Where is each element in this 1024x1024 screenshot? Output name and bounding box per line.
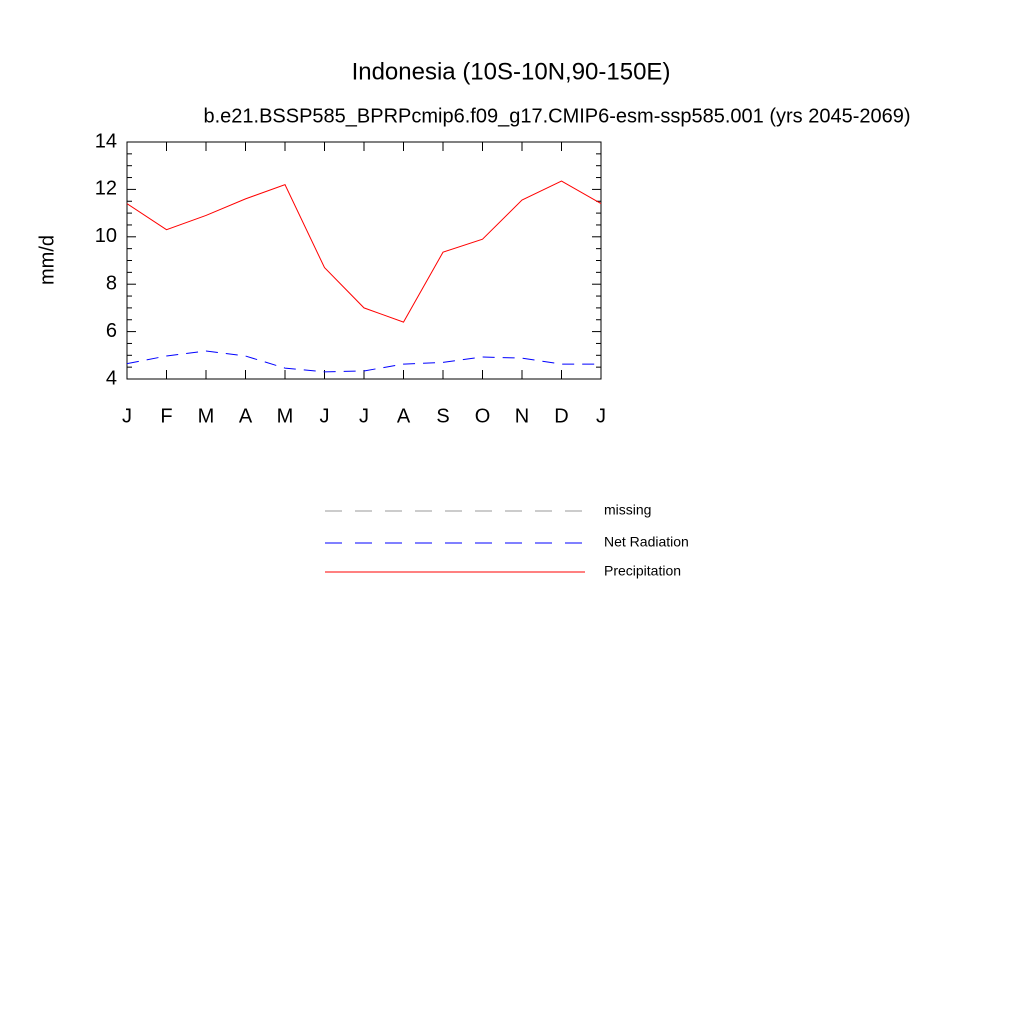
data-line	[126, 350, 601, 373]
y-axis-label: mm/d	[36, 235, 58, 285]
x-tick-label: M	[198, 405, 215, 427]
chart-subtitle: b.e21.BSSP585_BPRPcmip6.f09_g17.CMIP6-es…	[203, 105, 910, 127]
x-tick-label: M	[277, 405, 294, 427]
data-line	[126, 180, 602, 323]
y-tick-label: 8	[106, 272, 117, 294]
x-tick-label: J	[122, 405, 132, 427]
x-tick-label: F	[160, 405, 172, 427]
x-tick-label: D	[554, 405, 568, 427]
plot-frame	[126, 141, 602, 380]
legend-label: Precipitation	[604, 563, 681, 579]
y-tick-label: 6	[106, 320, 117, 342]
x-tick-label: S	[436, 405, 449, 427]
y-tick-label: 4	[106, 367, 117, 389]
y-tick-label: 14	[95, 130, 117, 152]
legend-label: missing	[604, 502, 651, 518]
y-tick-label: 10	[95, 225, 117, 247]
y-tick-label: 12	[95, 178, 117, 200]
x-tick-label: O	[475, 405, 491, 427]
x-tick-label: A	[239, 405, 253, 427]
x-tick-label: J	[320, 405, 330, 427]
x-tick-label: J	[359, 405, 369, 427]
chart-title: Indonesia (10S-10N,90-150E)	[352, 58, 671, 85]
legend-label: Net Radiation	[604, 534, 689, 550]
x-tick-label: N	[515, 405, 529, 427]
x-tick-label: J	[596, 405, 606, 427]
x-tick-label: A	[397, 405, 411, 427]
